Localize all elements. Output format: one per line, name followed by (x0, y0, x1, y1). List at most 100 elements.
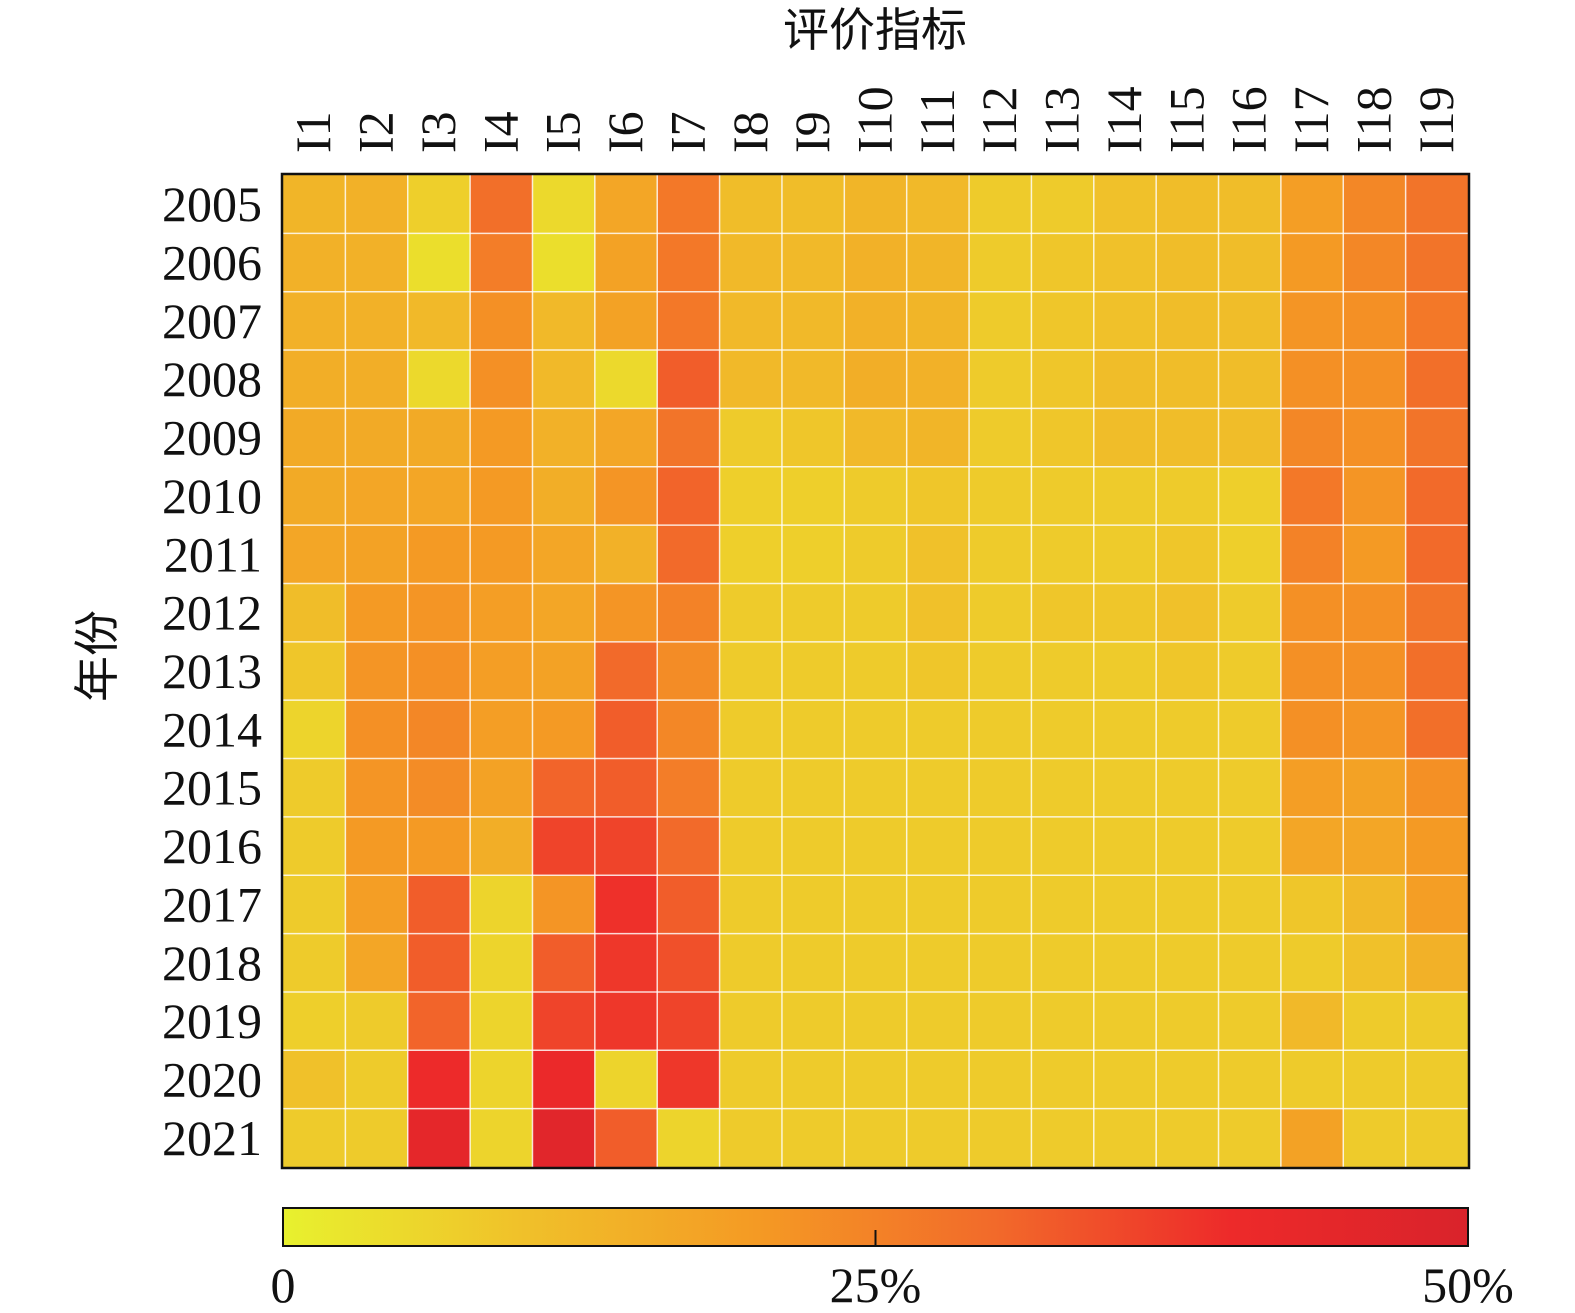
heatmap-cell (1405, 758, 1468, 817)
heatmap-cell (532, 816, 595, 876)
heatmap-cell (1218, 233, 1281, 292)
heatmap-cell (1093, 175, 1157, 234)
x-tick-label: I16 (1221, 86, 1277, 153)
x-axis-title: 评价指标 (783, 3, 967, 57)
heatmap-cell (781, 233, 845, 292)
heatmap-cell (407, 641, 471, 701)
heatmap-cell (969, 466, 1032, 526)
heatmap-cell (594, 233, 658, 292)
heatmap-cell (407, 466, 471, 526)
heatmap-cell (345, 875, 408, 934)
heatmap-cell (345, 991, 408, 1051)
heatmap-cell (1156, 1050, 1219, 1109)
heatmap-cell (283, 350, 346, 409)
heatmap-cell (1218, 583, 1281, 642)
heatmap-cell (1031, 175, 1094, 234)
heatmap-cell (969, 875, 1032, 934)
heatmap-cell (719, 175, 782, 234)
heatmap-cell (1280, 1108, 1344, 1167)
heatmap-cell (1031, 991, 1094, 1051)
x-tick-label: I1 (285, 111, 341, 153)
y-tick-label: 2015 (162, 760, 262, 816)
heatmap-cell (781, 1108, 845, 1167)
heatmap-cell (470, 408, 533, 467)
heatmap-cell (1218, 700, 1281, 759)
heatmap-cell (781, 875, 845, 934)
heatmap-cell (1031, 641, 1094, 701)
heatmap-cell (1218, 933, 1281, 992)
heatmap-cell (1405, 933, 1468, 992)
x-tick-label: I17 (1283, 86, 1339, 153)
heatmap-cell (1031, 933, 1094, 992)
heatmap-cell (594, 641, 658, 701)
heatmap-cell (1343, 175, 1406, 234)
heatmap-cell (1280, 350, 1344, 409)
heatmap-cell (283, 466, 346, 526)
heatmap-cell (532, 700, 595, 759)
y-tick-label: 2013 (162, 643, 262, 699)
heatmap-cell (345, 1108, 408, 1167)
heatmap-cell (781, 525, 845, 584)
heatmap-cell (657, 233, 720, 292)
colorbar-tick-label: 0 (271, 1257, 296, 1313)
heatmap-cell (1343, 466, 1406, 526)
heatmap-cell (906, 583, 970, 642)
y-tick-label: 2006 (162, 235, 262, 291)
heatmap-cell (719, 875, 782, 934)
heatmap-cell (719, 641, 782, 701)
heatmap-cell (594, 991, 658, 1051)
heatmap-cell (781, 933, 845, 992)
heatmap-cell (532, 991, 595, 1051)
heatmap-cell (470, 641, 533, 701)
heatmap-cell (1031, 291, 1094, 351)
heatmap-cell (719, 758, 782, 817)
heatmap-cell (345, 816, 408, 876)
heatmap-cell (470, 583, 533, 642)
heatmap-cell (1031, 408, 1094, 467)
x-tick-labels: I1 I2 I3 I4 I5 I6 I7 I8 I9 I10 I11 I12 I13 I14 I15 I16 I… (285, 86, 1464, 153)
heatmap-cell (844, 583, 907, 642)
y-tick-label: 2005 (162, 176, 262, 232)
heatmap-cell (1031, 875, 1094, 934)
heatmap-cell (1156, 991, 1219, 1051)
heatmap-cell (1093, 466, 1157, 526)
heatmap-cell (844, 1050, 907, 1109)
y-tick-label: 2011 (164, 526, 262, 582)
heatmap-cell (1343, 583, 1406, 642)
x-tick-label: I18 (1345, 86, 1401, 153)
heatmap-cell (1031, 350, 1094, 409)
heatmap-cell (1031, 700, 1094, 759)
y-tick-label: 2017 (162, 876, 262, 932)
heatmap-cell (906, 991, 970, 1051)
y-tick-label: 2007 (162, 293, 262, 349)
heatmap-cell (532, 175, 595, 234)
heatmap-cell (719, 291, 782, 351)
heatmap-cell (657, 350, 720, 409)
heatmap-cell (407, 1050, 471, 1109)
heatmap-cell (532, 525, 595, 584)
heatmap-cell (532, 466, 595, 526)
heatmap-cell (1280, 758, 1344, 817)
heatmap-cell (470, 466, 533, 526)
heatmap-cell (781, 408, 845, 467)
heatmap-cell (657, 933, 720, 992)
heatmap-cell (407, 875, 471, 934)
heatmap-cell (532, 1108, 595, 1167)
heatmap-cell (1405, 175, 1468, 234)
heatmap-cell (1156, 933, 1219, 992)
heatmap-cell (1156, 700, 1219, 759)
heatmap-cell (407, 816, 471, 876)
heatmap-cell (1031, 1050, 1094, 1109)
heatmap-cell (1280, 1050, 1344, 1109)
heatmap-cell (1218, 1050, 1281, 1109)
heatmap-cell (1093, 641, 1157, 701)
heatmap-cell (1343, 875, 1406, 934)
heatmap-cell (719, 525, 782, 584)
heatmap-cells (283, 175, 1468, 1167)
heatmap-cell (407, 933, 471, 992)
heatmap-cell (1093, 291, 1157, 351)
heatmap-cell (470, 525, 533, 584)
heatmap-cell (594, 583, 658, 642)
heatmap-cell (345, 291, 408, 351)
colorbar-ticks: 0 25% 50% (271, 1230, 1514, 1313)
